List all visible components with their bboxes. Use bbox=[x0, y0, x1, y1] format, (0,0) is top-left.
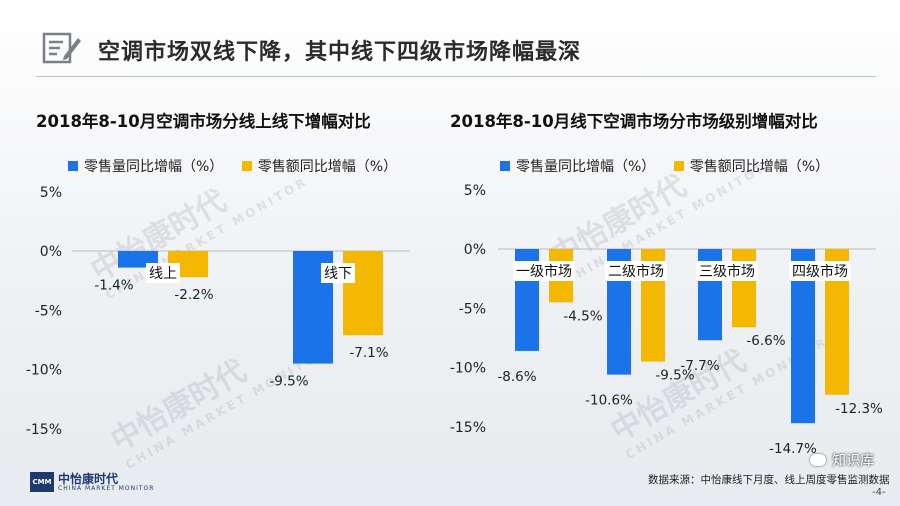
data-label: -8.6% bbox=[497, 369, 536, 385]
category-label-bg bbox=[696, 261, 758, 281]
legend-swatch-volume bbox=[500, 161, 510, 171]
category-label: 一级市场 bbox=[516, 263, 572, 280]
y-tick-label: 0% bbox=[40, 244, 62, 260]
data-label: -2.2% bbox=[174, 287, 213, 303]
bar-amount bbox=[732, 249, 756, 328]
category-label: 线上 bbox=[149, 266, 177, 282]
legend-item-amount: 零售额同比增幅（%） bbox=[241, 156, 398, 176]
title-bar: 空调市场双线下降，其中线下四级市场降幅最深 bbox=[0, 0, 900, 80]
y-tick-label: -15% bbox=[26, 422, 62, 438]
legend-swatch-amount bbox=[673, 161, 684, 171]
category-label-bg bbox=[789, 261, 851, 281]
data-label: -14.7% bbox=[769, 441, 817, 457]
legend-item-volume: 零售量同比增幅（%） bbox=[68, 156, 223, 176]
y-tick-label: -15% bbox=[450, 420, 486, 436]
brand-logo: CMM 中怡康时代 CHINA MARKET MONITOR bbox=[30, 472, 154, 492]
page-title: 空调市场双线下降，其中线下四级市场降幅最深 bbox=[98, 40, 582, 65]
data-label: -9.5% bbox=[269, 374, 308, 390]
category-label: 线下 bbox=[324, 266, 352, 282]
category-label-bg bbox=[605, 261, 667, 281]
data-label: -7.7% bbox=[680, 358, 719, 374]
category-label: 二级市场 bbox=[608, 263, 664, 280]
data-label: -7.1% bbox=[349, 345, 388, 361]
logo-subtitle: CHINA MARKET MONITOR bbox=[58, 484, 155, 492]
legend-label-volume: 零售量同比增幅（%） bbox=[516, 159, 656, 175]
y-tick-label: -10% bbox=[450, 361, 486, 377]
legend-label-amount: 零售额同比增幅（%） bbox=[257, 159, 398, 175]
data-label: -6.6% bbox=[746, 333, 785, 349]
legend-item-amount: 零售额同比增幅（%） bbox=[673, 156, 830, 176]
category-label-bg bbox=[321, 263, 355, 283]
y-tick-label: 5% bbox=[464, 183, 486, 199]
data-label: -4.5% bbox=[563, 308, 602, 324]
page-number: -4- bbox=[872, 487, 886, 498]
y-tick-label: 5% bbox=[40, 185, 62, 201]
logo-badge: CMM bbox=[30, 472, 54, 492]
legend-swatch-volume bbox=[68, 161, 78, 171]
legend-right: 零售量同比增幅（%） 零售额同比增幅（%） bbox=[500, 156, 843, 176]
legend-swatch-amount bbox=[241, 161, 252, 171]
edit-note-icon bbox=[42, 32, 81, 64]
legend-left: 零售量同比增幅（%） 零售额同比增幅（%） bbox=[68, 156, 411, 176]
title-divider bbox=[36, 76, 876, 77]
logo-name: 中怡康时代 bbox=[58, 471, 119, 486]
data-label: -9.5% bbox=[655, 368, 694, 384]
legend-label-amount: 零售额同比增幅（%） bbox=[689, 159, 830, 175]
wechat-label: 知识库 bbox=[832, 453, 874, 469]
y-tick-label: -5% bbox=[459, 301, 486, 317]
wechat-badge: 知识库 bbox=[810, 450, 874, 470]
data-source: 数据来源：中怡康线下月度、线上周度零售监测数据 bbox=[648, 474, 890, 486]
y-tick-label: 0% bbox=[464, 242, 486, 258]
data-label: -12.3% bbox=[835, 401, 883, 417]
legend-label-volume: 零售量同比增幅（%） bbox=[84, 159, 224, 175]
category-label-bg bbox=[146, 263, 180, 283]
category-label: 三级市场 bbox=[699, 263, 755, 280]
category-label-bg bbox=[513, 261, 575, 281]
chart-title-right: 2018年8-10月线下空调市场分市场级别增幅对比 bbox=[450, 112, 818, 131]
y-tick-label: -10% bbox=[26, 363, 62, 379]
y-tick-label: -5% bbox=[35, 303, 62, 319]
wechat-icon bbox=[810, 454, 826, 466]
legend-item-volume: 零售量同比增幅（%） bbox=[500, 156, 655, 176]
data-label: -10.6% bbox=[585, 393, 633, 409]
data-label: -1.4% bbox=[94, 278, 133, 294]
chart-title-left: 2018年8-10月空调市场分线上线下增幅对比 bbox=[36, 112, 371, 131]
category-label: 四级市场 bbox=[792, 263, 848, 280]
